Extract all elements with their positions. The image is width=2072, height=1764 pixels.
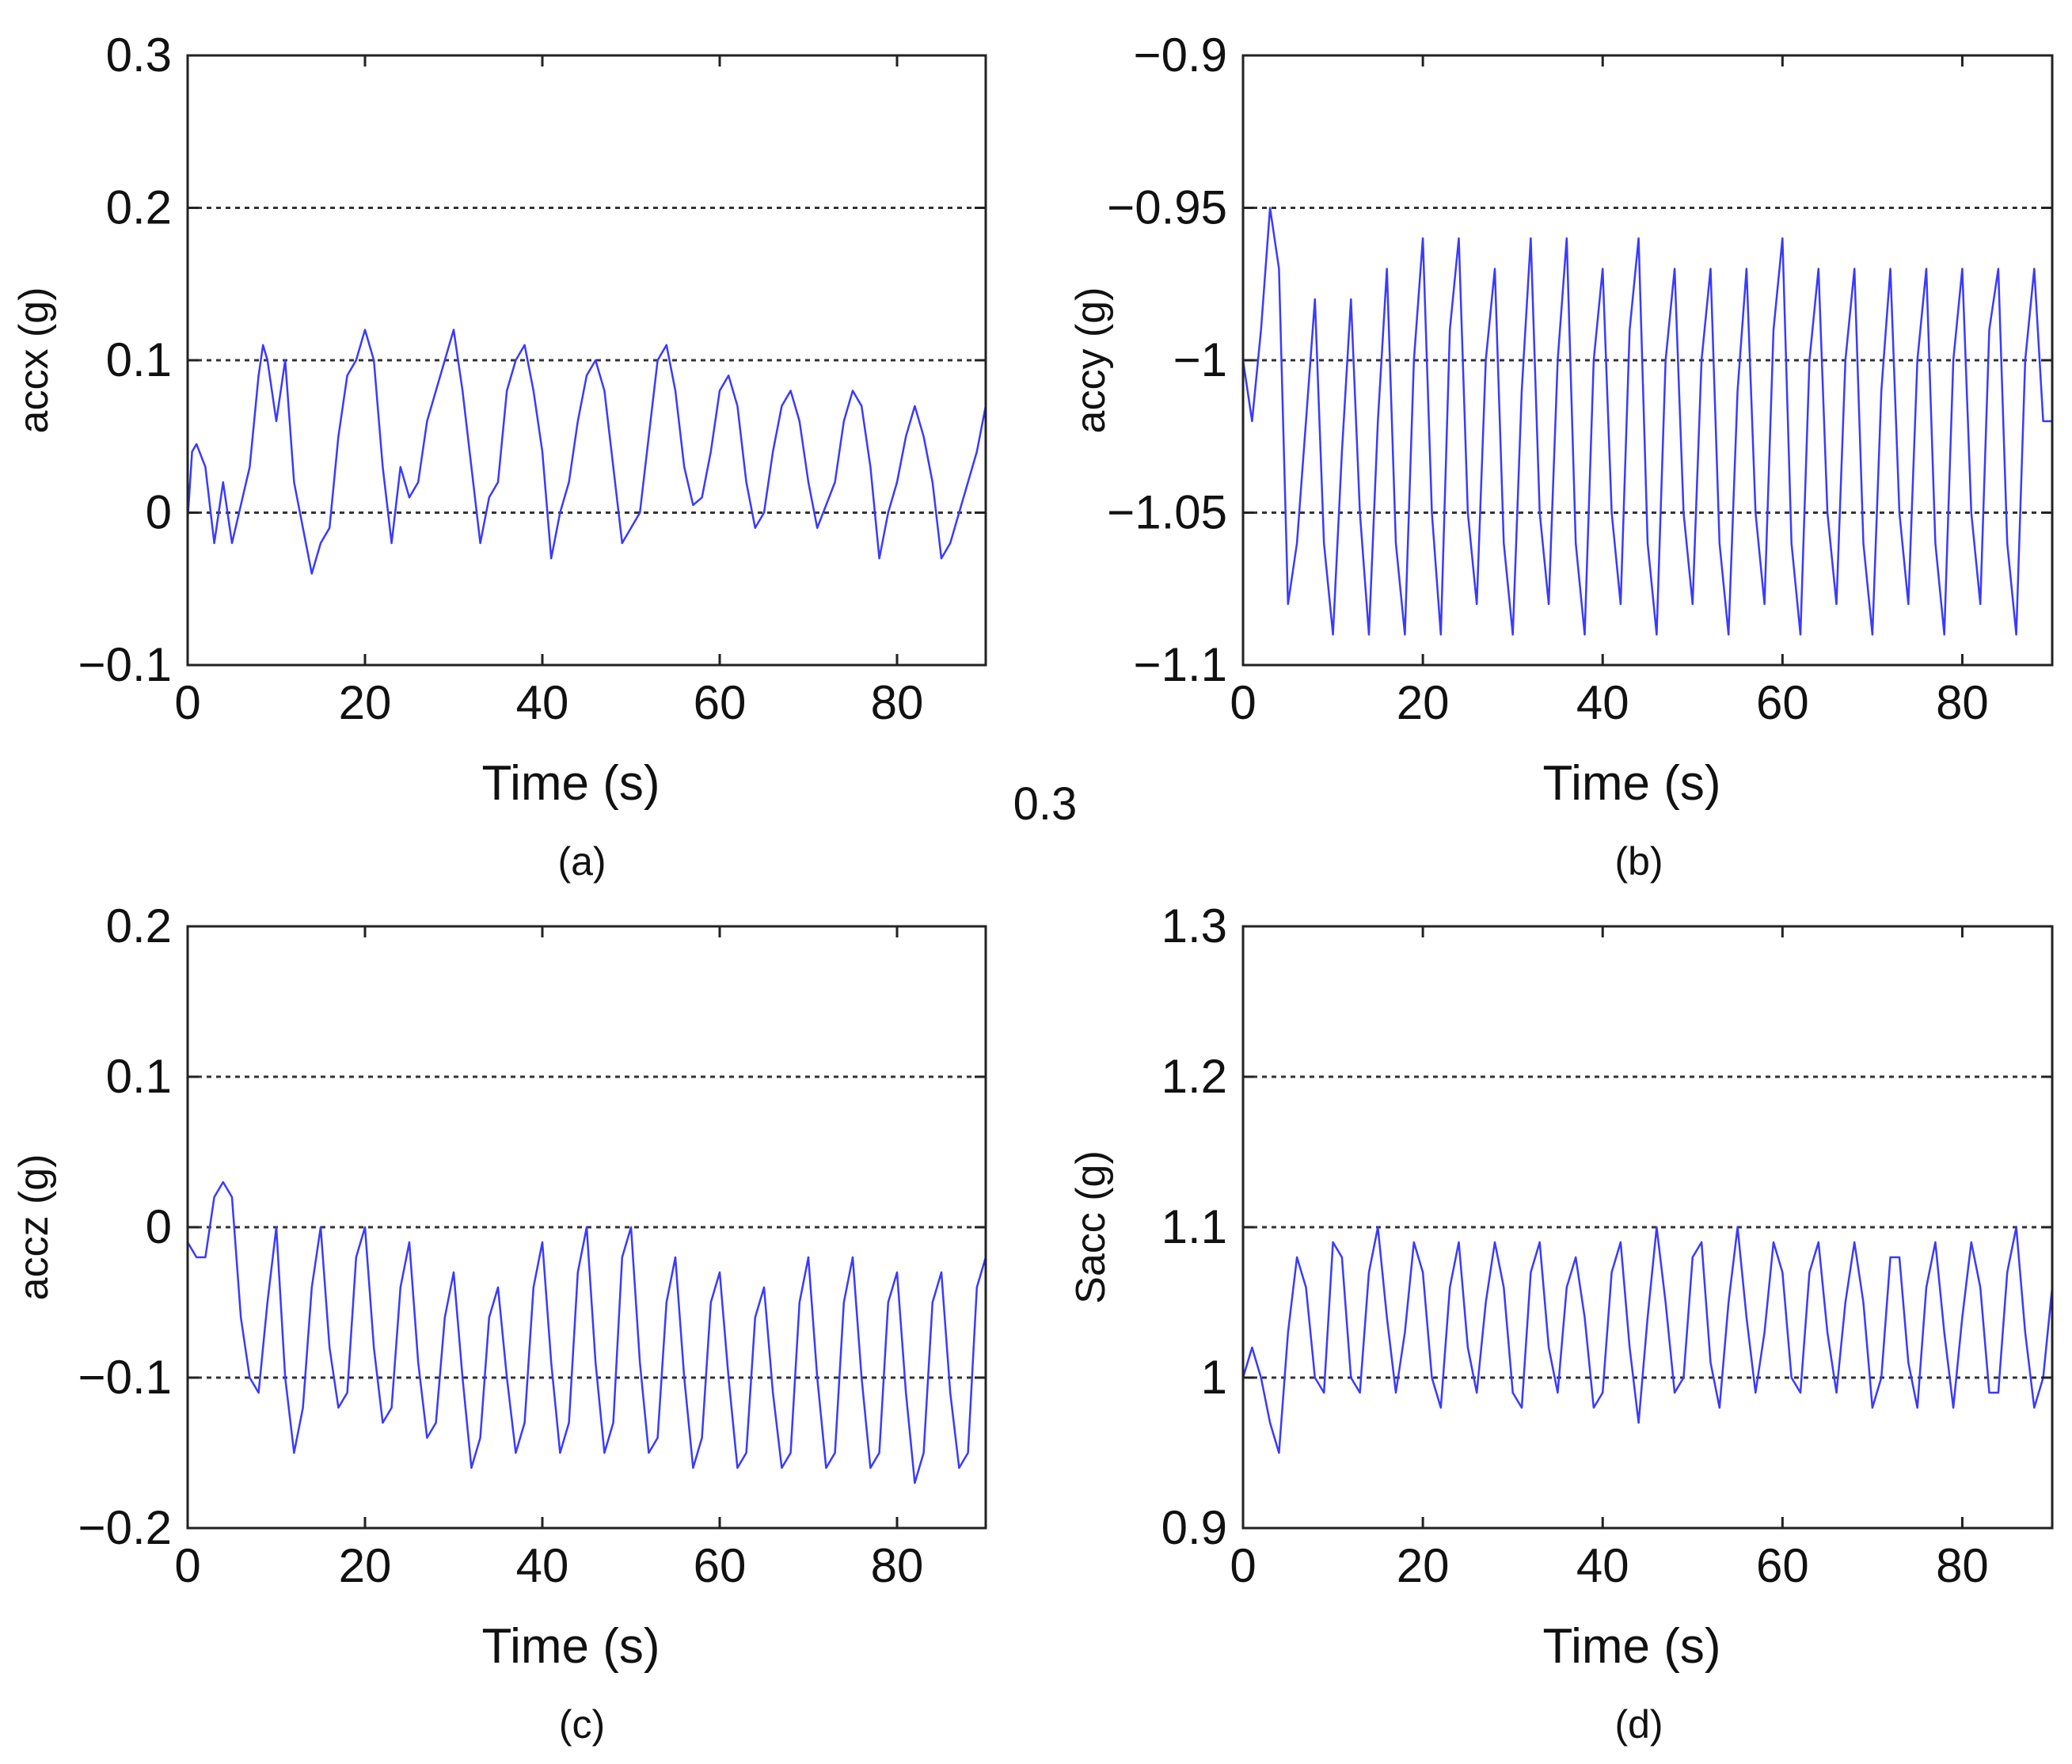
panel-d-xtick-label: 80 <box>1936 1539 1989 1592</box>
panel-c-xtick-label: 80 <box>871 1539 924 1592</box>
panel-c-chart: 0 20 40 60 80 −0.2 −0.1 0 0.1 0.2 Time (s) accz (g)… <box>11 899 987 1747</box>
panel-d-chart: 0 20 40 60 80 0.9 1 1.1 1.2 1.3 Time (s) Sacc (g) (d… <box>1068 899 2054 1747</box>
panel-d-xlabel: Time (s) <box>1543 1619 1721 1674</box>
stray-label: 0.3 <box>1013 778 1078 830</box>
panel-a-ytick-label: −0.1 <box>78 638 172 691</box>
panel-c-ytick-label: 0.2 <box>106 899 172 952</box>
panel-d-ytick-label: 0.9 <box>1161 1501 1227 1554</box>
panel-b-xtick-label: 0 <box>1230 676 1256 729</box>
panel-c-ylabel: accz (g) <box>11 1154 57 1301</box>
panel-a-xtick-label: 20 <box>339 676 392 729</box>
panel-d-xtick-label: 40 <box>1576 1539 1629 1592</box>
panel-a-ytick-label: 0.1 <box>106 333 172 386</box>
panel-c-ytick-label: 0.1 <box>106 1050 172 1103</box>
panel-b-xtick-label: 60 <box>1756 676 1809 729</box>
panel-a-series-accx <box>186 329 987 575</box>
panel-b-series-accy <box>1241 207 2052 636</box>
panel-d-ytick-label: 1.1 <box>1161 1200 1227 1253</box>
panel-d-xtick-label: 0 <box>1230 1539 1256 1592</box>
panel-b-caption: (b) <box>1614 839 1663 884</box>
panel-a-xtick-label: 0 <box>174 676 200 729</box>
panel-c-xtick-label: 0 <box>174 1539 200 1592</box>
panel-c-series-accz <box>186 1180 987 1485</box>
panel-c-ytick-label: −0.2 <box>78 1501 172 1554</box>
panel-a-ytick-label: 0 <box>146 486 172 539</box>
panel-b-xtick-label: 20 <box>1397 676 1450 729</box>
panel-a-ylabel: accx (g) <box>11 287 57 434</box>
panel-b-ytick-label: −1.1 <box>1134 638 1227 691</box>
panel-b-ytick-label: −1.05 <box>1107 486 1227 539</box>
panel-a-xtick-label: 60 <box>694 676 747 729</box>
panel-b-xtick-label: 40 <box>1576 676 1629 729</box>
panel-a-xtick-label: 40 <box>516 676 569 729</box>
panel-a-ytick-label: 0.3 <box>106 29 172 82</box>
panel-b-ytick-label: −0.9 <box>1134 29 1227 82</box>
panel-b-xlabel: Time (s) <box>1543 756 1721 811</box>
panel-c-xtick-label: 40 <box>516 1539 569 1592</box>
panel-a-xlabel: Time (s) <box>482 756 660 811</box>
panel-a-xtick-label: 80 <box>871 676 924 729</box>
panel-c-ytick-label: −0.1 <box>78 1351 172 1404</box>
panel-c-xlabel: Time (s) <box>482 1619 660 1674</box>
panel-a-caption: (a) <box>557 839 606 884</box>
panel-b-ytick-label: −0.95 <box>1107 181 1227 234</box>
panel-b-xtick-label: 80 <box>1936 676 1989 729</box>
panel-d-ytick-label: 1.2 <box>1161 1050 1227 1103</box>
panel-b-chart: 0 20 40 60 80 −1.1 −1.05 −1 −0.95 −0.9 Time (s) acc… <box>1068 29 2054 884</box>
panel-b-ylabel: accy (g) <box>1068 287 1114 434</box>
panel-c-xtick-label: 60 <box>694 1539 747 1592</box>
panel-c-caption: (c) <box>559 1702 605 1747</box>
panel-b-ytick-label: −1 <box>1173 333 1227 386</box>
panel-d-ytick-label: 1.3 <box>1161 899 1227 952</box>
panel-d-caption: (d) <box>1614 1702 1663 1747</box>
panel-c-ytick-label: 0 <box>146 1200 172 1253</box>
panel-a-ytick-label: 0.2 <box>106 181 172 234</box>
panel-d-ylabel: Sacc (g) <box>1068 1150 1114 1304</box>
panel-c-xtick-label: 20 <box>339 1539 392 1592</box>
panel-d-series-Sacc <box>1241 1226 2054 1454</box>
panel-d-xtick-label: 60 <box>1756 1539 1809 1592</box>
panel-d-ytick-label: 1 <box>1201 1351 1227 1404</box>
panel-d-xtick-label: 20 <box>1397 1539 1450 1592</box>
